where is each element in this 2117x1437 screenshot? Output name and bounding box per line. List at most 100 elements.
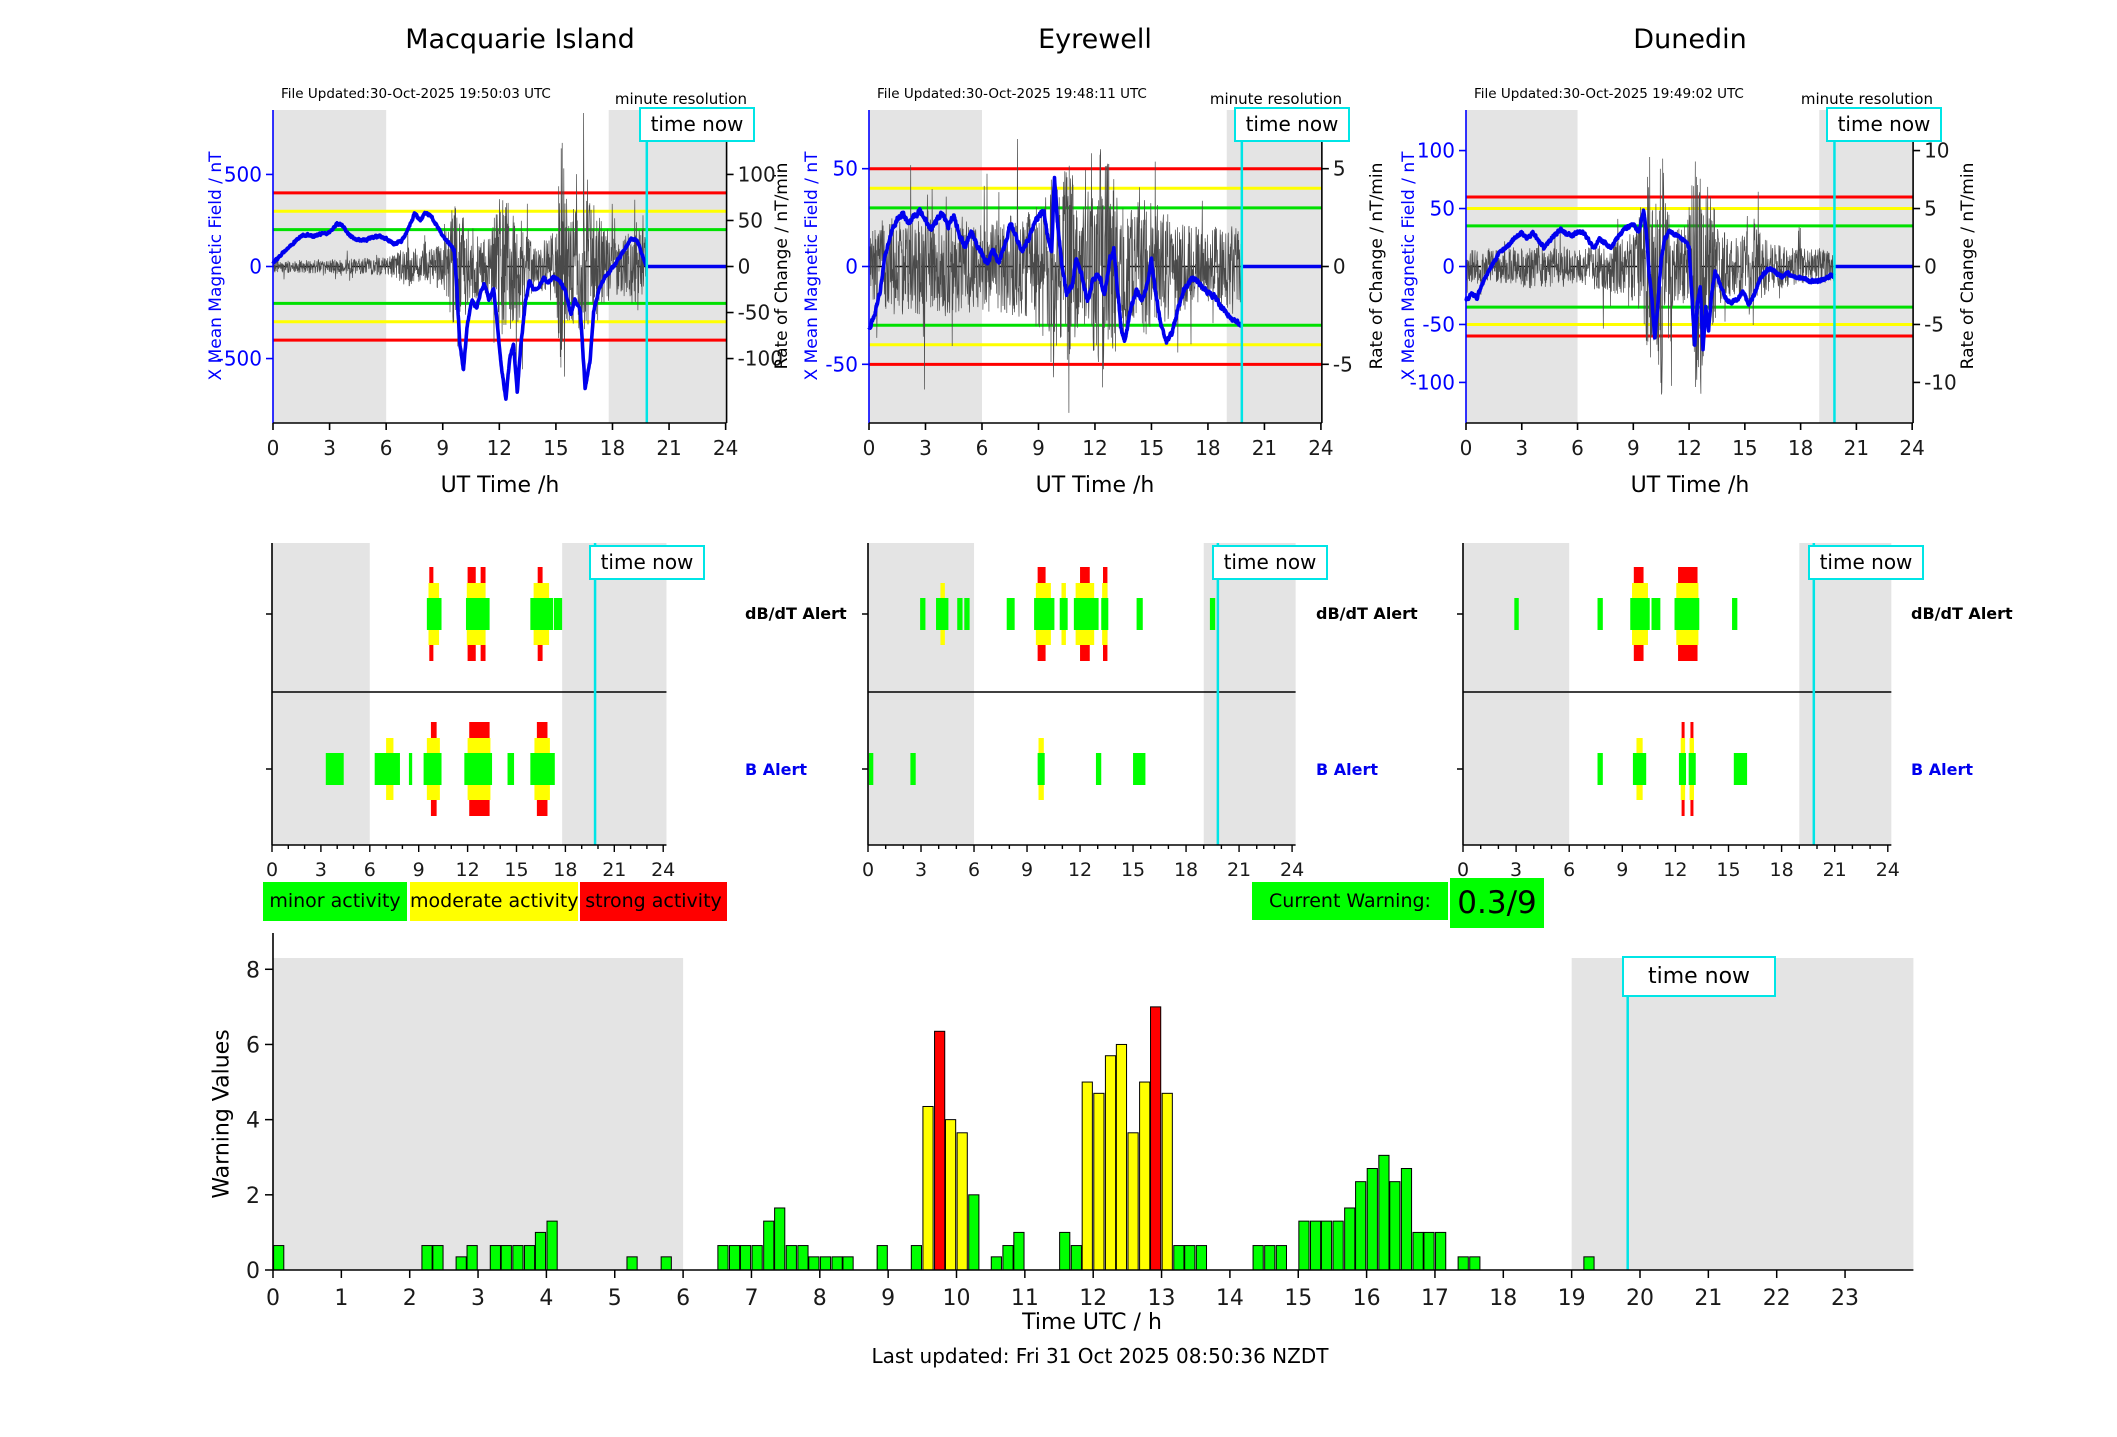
- warning-bar: [512, 1245, 524, 1271]
- svg-text:13: 13: [1148, 1286, 1176, 1311]
- warning-bar: [421, 1245, 433, 1271]
- warning-bar: [808, 1256, 820, 1271]
- svg-text:15: 15: [1121, 859, 1145, 881]
- warning-bar: [831, 1256, 843, 1271]
- warning-bar: [1127, 1132, 1139, 1271]
- warning-bar: [1173, 1245, 1185, 1271]
- warning-bar: [1139, 1081, 1151, 1271]
- minute-resolution-2: minute resolution: [1800, 90, 1933, 108]
- svg-text:20: 20: [1626, 1286, 1654, 1311]
- left-axis-label-0: X Mean Magnetic Field / nT: [206, 151, 226, 381]
- svg-text:18: 18: [1788, 436, 1813, 460]
- svg-text:24: 24: [1876, 859, 1900, 881]
- warning-values-axis-label: Warning Values: [209, 1029, 235, 1199]
- station-2-alert-panel: 0 3 6 9 12 15 18 21 24: [1457, 543, 1900, 881]
- legend-strong-activity: strong activity: [580, 882, 727, 921]
- svg-text:0: 0: [266, 1286, 280, 1311]
- svg-text:9: 9: [1032, 436, 1045, 460]
- svg-text:21: 21: [656, 436, 681, 460]
- svg-text:3: 3: [315, 859, 327, 881]
- svg-text:12: 12: [456, 859, 480, 881]
- svg-text:8: 8: [813, 1286, 827, 1311]
- warning-bar: [956, 1132, 968, 1271]
- svg-text:18: 18: [1195, 436, 1220, 460]
- svg-text:12: 12: [1082, 436, 1107, 460]
- svg-text:6: 6: [976, 436, 989, 460]
- svg-text:500: 500: [224, 162, 262, 186]
- minute-resolution-0: minute resolution: [614, 90, 747, 108]
- svg-text:3: 3: [471, 1286, 485, 1311]
- station-1-alert-panel: 0 3 6 9 12 15 18 21 24: [862, 543, 1304, 881]
- warning-bar: [660, 1256, 672, 1271]
- warning-bar: [1469, 1256, 1481, 1271]
- svg-text:21: 21: [602, 859, 626, 881]
- warning-bar: [626, 1256, 638, 1271]
- legend-moderate-activity: moderate activity: [410, 882, 579, 921]
- ut-time-label-1: UT Time /h: [1035, 473, 1155, 498]
- svg-text:12: 12: [1676, 436, 1701, 460]
- warning-bar: [1457, 1256, 1469, 1271]
- warning-bar: [1298, 1220, 1310, 1271]
- warning-bar: [819, 1256, 832, 1271]
- file-updated-0: File Updated:30-Oct-2025 19:50:03 UTC: [281, 86, 551, 102]
- svg-text:21: 21: [1227, 859, 1251, 881]
- legend-minor-activity: minor activity: [263, 882, 407, 921]
- time-now-box-plot-1: time now: [1234, 107, 1350, 142]
- dbdt-alert-label-2: dB/dT Alert: [1911, 604, 2013, 623]
- warning-bar: [466, 1245, 478, 1271]
- svg-text:21: 21: [1694, 1286, 1722, 1311]
- svg-text:6: 6: [380, 436, 393, 460]
- warning-bar: [455, 1256, 467, 1271]
- svg-text:-5: -5: [1924, 312, 1944, 336]
- svg-text:6: 6: [246, 1033, 260, 1058]
- svg-text:1: 1: [334, 1286, 348, 1311]
- station-title-macquarie: Macquarie Island: [405, 24, 635, 55]
- warning-bar: [1002, 1245, 1014, 1271]
- svg-text:5: 5: [608, 1286, 622, 1311]
- svg-text:24: 24: [1280, 859, 1304, 881]
- svg-text:24: 24: [1308, 436, 1333, 460]
- warning-bar: [876, 1245, 888, 1271]
- warning-bar: [534, 1231, 547, 1271]
- svg-text:-100: -100: [738, 347, 783, 371]
- svg-text:2: 2: [403, 1286, 417, 1311]
- warning-bar: [1423, 1231, 1435, 1271]
- station-title-dunedin: Dunedin: [1633, 24, 1747, 55]
- warning-bar: [1389, 1181, 1401, 1271]
- warning-bar: [1435, 1231, 1447, 1271]
- svg-text:17: 17: [1421, 1286, 1449, 1311]
- svg-text:15: 15: [504, 859, 528, 881]
- file-updated-2: File Updated:30-Oct-2025 19:49:02 UTC: [1474, 86, 1744, 102]
- warning-bar: [922, 1105, 934, 1271]
- svg-text:18: 18: [1489, 1286, 1517, 1311]
- warning-bar: [842, 1256, 854, 1271]
- svg-text:-50: -50: [738, 301, 771, 325]
- time-now-box-alert-2: time now: [1808, 545, 1924, 580]
- warning-values-chart: 0 1 2 3 4 5 6 7 8 9 10 11 12 13 14 15 16 17 18 19 20 21 22 2302…: [246, 933, 1914, 1311]
- warning-bar: [910, 1245, 922, 1271]
- warning-bar: [1059, 1231, 1071, 1271]
- svg-text:15: 15: [1716, 859, 1740, 881]
- warning-bar: [1150, 1006, 1162, 1271]
- svg-text:9: 9: [1616, 859, 1628, 881]
- right-axis-label-0: Rate of Change / nT/min: [772, 162, 792, 370]
- svg-text:2: 2: [246, 1184, 260, 1209]
- warning-bar: [1115, 1043, 1128, 1271]
- warning-bar: [1366, 1168, 1378, 1271]
- svg-text:0: 0: [266, 859, 278, 881]
- warning-bar: [546, 1220, 558, 1271]
- warning-bar: [990, 1256, 1002, 1271]
- svg-text:-500: -500: [217, 347, 262, 371]
- warning-bar: [1264, 1245, 1276, 1271]
- svg-text:9: 9: [1021, 859, 1033, 881]
- svg-text:-50: -50: [825, 352, 858, 376]
- svg-text:12: 12: [1663, 859, 1687, 881]
- warning-bar: [1104, 1055, 1117, 1271]
- warning-bar: [1093, 1092, 1105, 1271]
- time-now-box-plot-0: time now: [639, 107, 755, 142]
- svg-text:21: 21: [1823, 859, 1847, 881]
- svg-text:0: 0: [738, 255, 751, 279]
- svg-text:6: 6: [364, 859, 376, 881]
- warning-bar: [1378, 1154, 1390, 1271]
- svg-text:6: 6: [968, 859, 980, 881]
